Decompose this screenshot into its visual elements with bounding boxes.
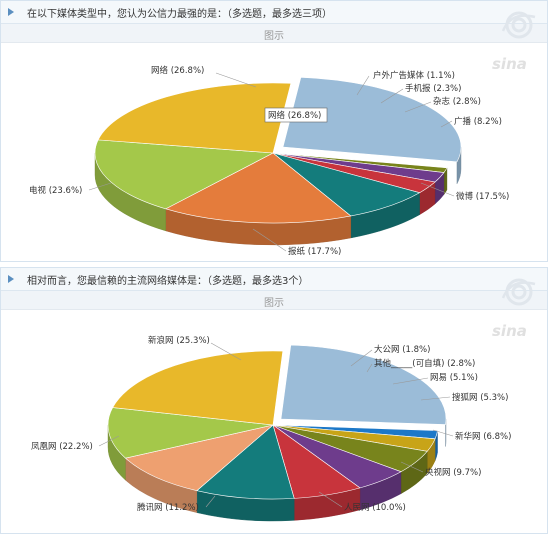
label-leader-line xyxy=(318,491,343,508)
slice-label: 新华网 (6.8%) xyxy=(455,431,511,442)
slice-label: 户外广告媒体 (1.1%) xyxy=(373,70,455,81)
pie-slice-7[interactable] xyxy=(97,82,292,154)
label-leader-line xyxy=(420,182,455,197)
pie-top-faces xyxy=(94,77,462,224)
chart-tab-bar: 图示 xyxy=(1,291,547,310)
label-leader-line xyxy=(252,228,287,252)
slice-label: 杂志 (2.8%) xyxy=(433,96,481,107)
label-leader-line xyxy=(400,461,424,473)
slice-label: 央视网 (9.7%) xyxy=(425,467,481,478)
survey-question-panel: 在以下媒体类型中，您认为公信力最强的是：（多选题，最多选三项） 图示 sina … xyxy=(0,0,548,262)
survey-question-panel: 相对而言，您最信赖的主流网络媒体是：（多选题，最多选3个） 图示 sina 新浪… xyxy=(0,267,548,534)
slice-label: 大公网 (1.8%) xyxy=(374,344,430,355)
pie-labels: 新浪网 (25.3%) 大公网 (1.8%) 其他_____(可自填) (2.8%)… xyxy=(31,335,511,513)
label-leader-line xyxy=(392,377,429,385)
pie-slice-4[interactable] xyxy=(272,152,421,217)
label-leader-line xyxy=(356,75,370,96)
label-leader-line xyxy=(350,349,373,367)
pie-slice-0[interactable] xyxy=(280,344,447,425)
label-leader-line xyxy=(366,363,373,373)
slice-label: 手机报 (2.3%) xyxy=(405,83,461,94)
watermark-text: sina xyxy=(492,322,527,340)
pie-chart: 网络 (26.8%) 户外广告媒体 (1.1%) 手机报 (2.3%) 杂志 (2.8… xyxy=(29,65,509,257)
slice-label: 搜狐网 (5.3%) xyxy=(452,392,508,403)
pie-slice-0[interactable] xyxy=(282,77,462,163)
pie-slice-9[interactable] xyxy=(112,350,284,426)
question-text: 在以下媒体类型中，您认为公信力最强的是：（多选题，最多选三项） xyxy=(27,9,332,20)
triangle-right-icon[interactable] xyxy=(5,6,17,18)
question-header[interactable]: 相对而言，您最信赖的主流网络媒体是：（多选题，最多选3个） xyxy=(1,268,547,291)
slice-label: 电视 (23.6%) xyxy=(29,185,82,196)
pie-labels: 网络 (26.8%) 户外广告媒体 (1.1%) 手机报 (2.3%) 杂志 (2.8… xyxy=(29,65,509,257)
question-header[interactable]: 在以下媒体类型中，您认为公信力最强的是：（多选题，最多选三项） xyxy=(1,1,547,24)
pie-top-faces xyxy=(107,344,447,500)
pie-side-walls xyxy=(107,418,447,522)
slice-label: 其他_____(可自填) (2.8%) xyxy=(374,358,475,369)
pie-chart: 新浪网 (25.3%) 大公网 (1.8%) 其他_____(可自填) (2.8%)… xyxy=(31,335,511,522)
slice-label: 网易 (5.1%) xyxy=(430,373,478,383)
pie-slice-6[interactable] xyxy=(196,424,295,500)
slice-label: 微博 (17.5%) xyxy=(456,191,509,202)
pie-slice-5[interactable] xyxy=(164,152,352,224)
sina-logo: sina xyxy=(492,11,536,73)
hover-tooltip: 网络 (26.8%) xyxy=(264,107,328,123)
label-leader-line xyxy=(205,495,216,508)
slice-label: 网络 (26.8%) xyxy=(151,65,204,76)
tab-chart-label[interactable]: 图示 xyxy=(264,298,284,309)
question-text: 相对而言，您最信赖的主流网络媒体是：（多选题，最多选3个） xyxy=(27,276,309,287)
label-leader-line xyxy=(88,182,112,191)
slice-label: 新浪网 (25.3%) xyxy=(148,335,210,346)
slice-label: 凤凰网 (22.2%) xyxy=(31,442,93,452)
triangle-right-icon[interactable] xyxy=(5,273,17,285)
label-leader-line xyxy=(440,120,453,128)
tooltip-text: 网络 (26.8%) xyxy=(268,110,321,121)
tab-chart-label[interactable]: 图示 xyxy=(264,31,284,42)
label-leader-line xyxy=(98,435,120,447)
slice-label: 人民网 (10.0%) xyxy=(344,503,406,513)
slice-label: 报纸 (17.7%) xyxy=(288,246,341,257)
slice-label: 腾讯网 (11.2%) xyxy=(137,502,199,513)
label-leader-line xyxy=(380,88,404,104)
label-leader-line xyxy=(215,72,257,88)
slice-label: 广播 (8.2%) xyxy=(454,116,502,127)
label-leader-line xyxy=(210,342,242,361)
watermark-text: sina xyxy=(492,55,527,73)
pie-slice-6[interactable] xyxy=(94,139,275,210)
chart-tab-bar: 图示 xyxy=(1,24,547,43)
label-leader-line xyxy=(420,396,451,401)
label-leader-line xyxy=(404,101,432,113)
label-leader-line xyxy=(432,429,454,437)
sina-logo: sina xyxy=(492,278,536,340)
pie-slice-7[interactable] xyxy=(124,424,274,491)
pie-slice-8[interactable] xyxy=(107,407,274,459)
pie-side-walls xyxy=(94,146,462,246)
